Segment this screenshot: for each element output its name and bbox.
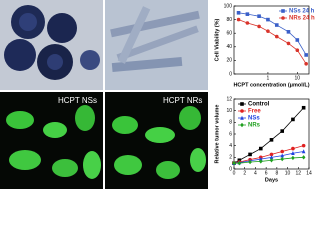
- marker: [280, 129, 285, 133]
- legend-marker: [281, 9, 285, 13]
- y-tick-label: 10: [226, 108, 232, 114]
- legend-label: Control: [248, 102, 270, 108]
- marker: [301, 105, 306, 110]
- x-tick-label: 10: [285, 170, 291, 176]
- y-tick-label: 100: [224, 3, 233, 9]
- marker: [295, 48, 300, 52]
- fluorescence-nrs: [105, 92, 208, 189]
- marker: [257, 24, 261, 29]
- x-tick-label: 4: [254, 170, 257, 176]
- marker: [258, 156, 263, 161]
- legend-marker: [240, 102, 244, 106]
- legend-marker: [240, 109, 244, 113]
- fluorescence-nss: [0, 92, 103, 189]
- marker: [291, 117, 295, 122]
- y-tick-label: 0: [229, 71, 232, 77]
- y-tick-label: 80: [226, 17, 232, 23]
- tem-rods: [105, 0, 208, 90]
- marker: [245, 12, 250, 16]
- marker: [286, 30, 291, 34]
- marker: [269, 138, 274, 142]
- y-tick-label: 12: [226, 96, 232, 102]
- marker: [304, 53, 308, 57]
- marker: [274, 23, 279, 27]
- marker: [301, 143, 306, 148]
- marker: [258, 146, 263, 151]
- marker: [258, 159, 263, 164]
- y-axis-label: Cell Viability (%): [214, 18, 220, 61]
- marker: [232, 160, 236, 166]
- y-tick-label: 60: [226, 31, 232, 37]
- marker: [257, 14, 261, 18]
- legend-label: NSs 24 h: [289, 9, 315, 15]
- y-tick-label: 6: [229, 131, 232, 137]
- y-tick-label: 20: [226, 58, 232, 64]
- x-tick-label: 0: [233, 170, 236, 176]
- series-line: [238, 19, 307, 65]
- x-tick-label: 1: [267, 75, 270, 81]
- legend-label: NSs: [248, 116, 260, 122]
- marker: [301, 155, 306, 160]
- marker: [304, 62, 308, 66]
- marker: [236, 17, 241, 22]
- marker: [269, 155, 274, 160]
- series-line: [234, 156, 304, 164]
- x-axis-label: Days: [265, 177, 278, 183]
- series-line: [233, 151, 304, 164]
- series-line: [233, 145, 304, 164]
- panel-label: HCPT NRs: [163, 96, 202, 105]
- marker: [269, 152, 274, 157]
- marker: [266, 17, 270, 22]
- marker: [295, 38, 300, 42]
- plot-frame: [233, 5, 310, 75]
- x-tick-label: 12: [296, 170, 302, 176]
- x-tick-label: 8: [275, 170, 278, 176]
- legend-label: NRs 24 h: [289, 16, 315, 22]
- y-tick-label: 4: [229, 143, 232, 149]
- x-tick-label: 14: [306, 170, 312, 176]
- marker: [245, 21, 250, 25]
- marker: [291, 146, 295, 151]
- x-tick-label: 6: [265, 170, 268, 176]
- x-axis-label: HCPT concentration (μmol/L): [233, 82, 309, 88]
- legend-marker: [240, 122, 244, 128]
- x-tick-label: 10: [295, 75, 301, 81]
- legend-marker: [281, 16, 285, 20]
- legend-label: Free: [248, 109, 261, 115]
- y-tick-label: 8: [229, 120, 232, 126]
- marker: [237, 160, 242, 166]
- marker: [286, 41, 291, 46]
- marker: [291, 155, 295, 161]
- marker: [280, 153, 285, 158]
- marker: [248, 159, 252, 165]
- marker: [236, 11, 241, 15]
- x-tick-label: 2: [243, 170, 246, 176]
- marker: [269, 158, 274, 163]
- y-tick-label: 0: [229, 166, 232, 172]
- y-axis-label: Relative tumor volume: [214, 105, 220, 164]
- marker: [266, 29, 270, 33]
- legend-marker: [240, 115, 244, 120]
- y-tick-label: 40: [226, 44, 232, 50]
- marker: [248, 152, 252, 157]
- marker: [291, 151, 295, 156]
- marker: [274, 34, 279, 39]
- tem-spheres: [0, 0, 103, 90]
- legend-label: NRs: [248, 123, 261, 129]
- marker: [280, 156, 285, 162]
- marker: [301, 149, 306, 154]
- marker: [280, 149, 285, 154]
- y-tick-label: 2: [229, 155, 232, 161]
- panel-label: HCPT NSs: [58, 96, 97, 105]
